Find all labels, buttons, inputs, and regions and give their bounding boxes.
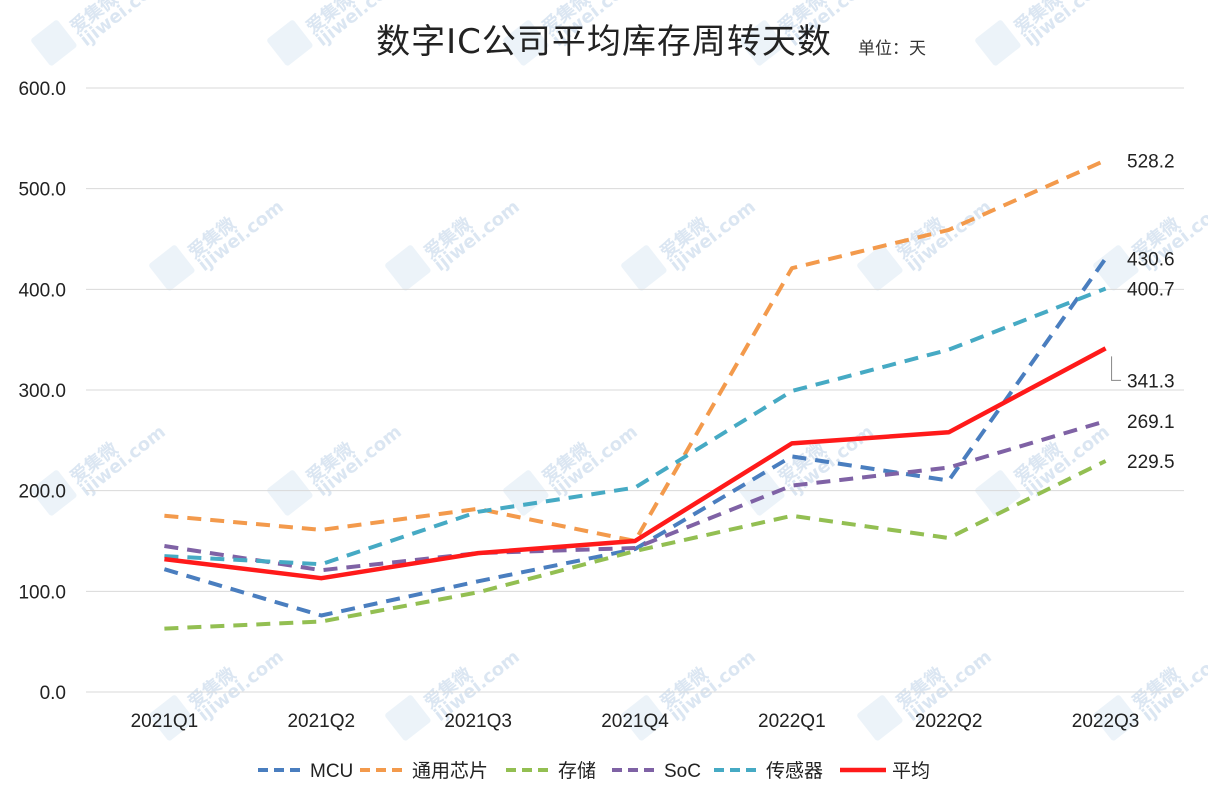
legend-item: 存储 <box>506 760 596 782</box>
chart-title: 数字IC公司平均库存周转天数 <box>376 22 832 62</box>
x-axis-tick-labels: 2021Q1 2021Q2 2021Q3 2021Q4 2022Q1 2022Q2 2022… <box>131 711 1140 732</box>
y-tick-label: 400.0 <box>18 280 66 301</box>
y-tick-label: 200.0 <box>18 482 66 503</box>
x-tick-label: 2022Q3 <box>1072 711 1140 732</box>
leader-line <box>1111 356 1121 381</box>
watermark-icon <box>503 20 549 66</box>
end-value-label: 430.6 <box>1127 250 1175 271</box>
y-axis-tick-labels: 0.0 100.0 200.0 300.0 400.0 500.0 600.0 <box>18 79 66 704</box>
end-value-label: 229.5 <box>1127 452 1175 473</box>
title-container: 数字IC公司平均库存周转天数 <box>0 14 1208 63</box>
watermark-icon <box>621 695 667 741</box>
x-tick-label: 2022Q2 <box>915 711 983 732</box>
y-tick-label: 0.0 <box>40 683 66 704</box>
watermark-icon <box>149 695 195 741</box>
watermark-icon <box>739 470 785 516</box>
x-tick-label: 2021Q4 <box>601 711 669 732</box>
y-tick-label: 500.0 <box>18 180 66 201</box>
watermark-icon <box>975 20 1021 66</box>
x-tick-label: 2021Q2 <box>287 711 355 732</box>
legend-item: 平均 <box>840 760 930 782</box>
x-tick-label: 2021Q1 <box>131 711 199 732</box>
watermark-icon <box>267 20 313 66</box>
series-line-SoC <box>164 419 1107 573</box>
legend-item: MCU <box>258 761 353 782</box>
end-value-label: 400.7 <box>1127 280 1175 301</box>
watermark-icon <box>31 470 77 516</box>
legend-label: 传感器 <box>766 760 823 782</box>
watermark-icon <box>975 470 1021 516</box>
end-value-label: 269.1 <box>1127 412 1175 433</box>
watermark-icon <box>621 245 667 291</box>
watermark-icon <box>857 245 903 291</box>
x-tick-label: 2021Q3 <box>444 711 512 732</box>
series-line-通用芯片 <box>164 158 1107 543</box>
legend-label: 平均 <box>892 760 930 782</box>
watermark-icon <box>1093 245 1139 291</box>
gridlines <box>86 87 1184 693</box>
watermark-icon <box>149 245 195 291</box>
watermark-icon <box>857 695 903 741</box>
unit-label: 单位：天 <box>858 39 926 59</box>
y-tick-label: 300.0 <box>18 381 66 402</box>
watermark-icon <box>1093 695 1139 741</box>
y-tick-label: 100.0 <box>18 582 66 603</box>
legend-label: 存储 <box>558 760 596 782</box>
y-tick-label: 600.0 <box>18 79 66 100</box>
watermark-icon <box>739 20 785 66</box>
x-tick-label: 2022Q1 <box>758 711 826 732</box>
watermark-icon <box>385 695 431 741</box>
end-value-labels: 430.6 528.2 229.5 269.1 400.7 341.3 <box>1111 151 1175 473</box>
watermark-icon <box>267 470 313 516</box>
legend-item: SoC <box>612 761 701 782</box>
legend-item: 传感器 <box>714 760 823 782</box>
watermark-icon <box>385 245 431 291</box>
series-lines <box>163 158 1108 631</box>
legend: MCU 通用芯片 存储 SoC 传感器 平均 <box>258 760 930 782</box>
legend-item: 通用芯片 <box>360 760 488 782</box>
legend-label: MCU <box>310 761 353 782</box>
legend-label: SoC <box>664 761 701 782</box>
end-value-label: 528.2 <box>1127 151 1175 172</box>
series-line-平均 <box>164 346 1107 581</box>
end-value-label: 341.3 <box>1127 371 1175 392</box>
legend-label: 通用芯片 <box>412 760 488 782</box>
watermark-icon <box>31 20 77 66</box>
